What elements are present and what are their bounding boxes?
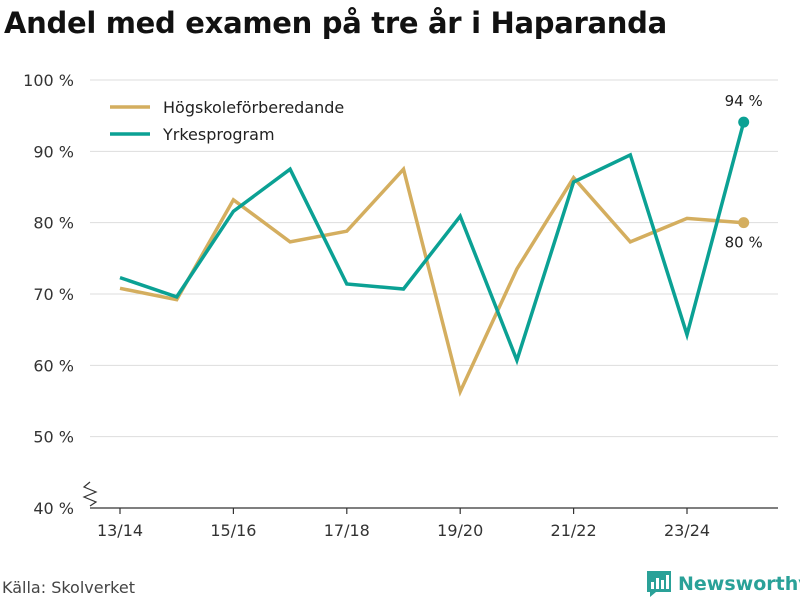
legend-background bbox=[98, 92, 376, 150]
brand-logo: Newsworthy bbox=[646, 570, 800, 598]
legend-label: Högskoleförberedande bbox=[163, 98, 344, 117]
y-tick-label: 100 % bbox=[23, 71, 74, 90]
legend-label: Yrkesprogram bbox=[162, 125, 275, 144]
x-tick-label: 19/20 bbox=[437, 521, 483, 540]
chart-title: Andel med examen på tre år i Haparanda bbox=[4, 6, 667, 40]
y-axis-tick-labels: 40 % 50 % 60 % 70 % 80 % 90 % 100 % bbox=[23, 71, 74, 518]
y-tick-label: 40 % bbox=[33, 499, 74, 518]
x-axis-tick-labels: 13/14 15/16 17/18 19/20 21/22 23/24 bbox=[97, 521, 710, 540]
series-lines bbox=[119, 121, 746, 397]
x-tick-label: 15/16 bbox=[210, 521, 256, 540]
end-marker bbox=[738, 116, 750, 128]
legend: Högskoleförberedande Yrkesprogram bbox=[98, 92, 376, 150]
x-tick-label: 23/24 bbox=[664, 521, 710, 540]
legend-item-yrkesprogram: Yrkesprogram bbox=[110, 125, 275, 144]
y-tick-label: 70 % bbox=[33, 285, 74, 304]
newsworthy-logo-icon bbox=[647, 571, 671, 597]
source-note: Källa: Skolverket bbox=[2, 578, 135, 597]
series-line-hogskoleforberedande bbox=[119, 165, 744, 397]
end-markers: 80 % 94 % bbox=[725, 92, 763, 252]
end-label-yrkesprogram: 94 % bbox=[725, 92, 763, 110]
x-tick-label: 13/14 bbox=[97, 521, 143, 540]
end-marker bbox=[738, 217, 750, 229]
brand-name: Newsworthy bbox=[678, 573, 800, 595]
axes bbox=[82, 481, 778, 514]
x-tick-label: 17/18 bbox=[324, 521, 370, 540]
y-tick-label: 90 % bbox=[33, 142, 74, 161]
end-label-hogskoleforberedande: 80 % bbox=[725, 234, 763, 252]
axis-break-icon bbox=[82, 481, 98, 507]
x-tick-label: 21/22 bbox=[551, 521, 597, 540]
y-tick-label: 80 % bbox=[33, 214, 74, 233]
series-line-yrkesprogram bbox=[119, 121, 746, 366]
y-tick-label: 50 % bbox=[33, 428, 74, 447]
legend-item-hogskoleforberedande: Högskoleförberedande bbox=[110, 98, 344, 117]
y-tick-label: 60 % bbox=[33, 356, 74, 375]
